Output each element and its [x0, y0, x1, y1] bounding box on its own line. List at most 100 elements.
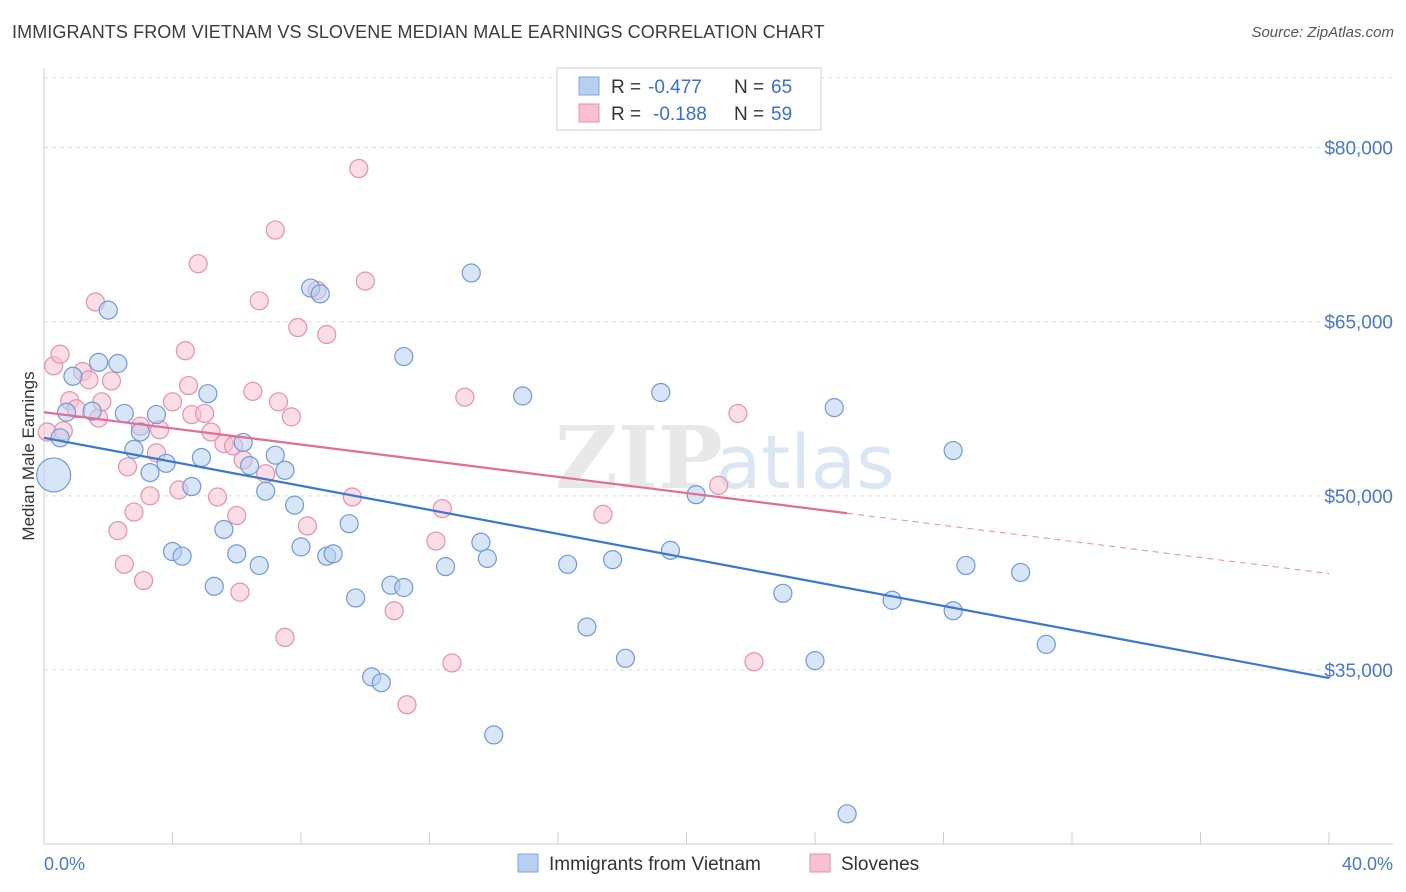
- slovenes-point: [432, 498, 452, 519]
- slovenes-point: [195, 403, 215, 424]
- x-tick-min: 0.0%: [44, 854, 85, 874]
- slovenes-point: [207, 487, 228, 507]
- slovenes-point: [442, 653, 462, 673]
- vietnam-point: [824, 398, 844, 418]
- vietnam-point: [435, 557, 456, 577]
- vietnam-point: [172, 546, 192, 566]
- legend-r-label-2: R =: [611, 104, 641, 125]
- vietnam-point: [956, 555, 976, 576]
- vietnam-point: [461, 263, 481, 283]
- vietnam-point: [140, 463, 160, 483]
- slovenes-point: [268, 392, 289, 412]
- vietnam-point: [275, 460, 295, 480]
- vietnam-point: [615, 648, 636, 668]
- stats-legend: R = -0.477 N = 65 R = -0.188 N = 59: [556, 67, 822, 131]
- y-tick-labels: $80,000 $65,000 $50,000 $35,000: [1324, 139, 1393, 682]
- vietnam-point: [484, 725, 504, 745]
- slovenes-point: [140, 486, 160, 506]
- legend-r-label-1: R =: [611, 77, 641, 98]
- vietnam-point: [603, 550, 623, 570]
- slovenes-point: [117, 457, 138, 477]
- axes: [43, 68, 1393, 845]
- vietnam-point: [50, 428, 70, 448]
- x-tick-max: 40.0%: [1342, 854, 1393, 874]
- slovenes-point: [188, 254, 208, 274]
- vietnam-point: [1036, 634, 1056, 654]
- slovenes-point: [230, 582, 250, 602]
- slovenes-point: [124, 502, 144, 522]
- vietnam-point: [471, 532, 491, 552]
- vietnam-point: [198, 384, 218, 404]
- slovenes-point: [349, 158, 369, 179]
- y-tick-label-1: $65,000: [1324, 313, 1393, 334]
- slovenes-point: [593, 504, 613, 524]
- vietnam-point: [36, 457, 72, 493]
- vietnam-point: [114, 403, 134, 424]
- legend-swatch-blue: [578, 76, 600, 96]
- y-tick-label-2: $50,000: [1324, 487, 1393, 508]
- slovenes-point: [50, 344, 70, 364]
- slovenes-point: [114, 554, 134, 574]
- vietnam-point: [346, 588, 366, 608]
- vietnam-point: [943, 440, 963, 461]
- slovenes-point: [397, 695, 417, 715]
- vietnam-point: [182, 476, 202, 497]
- bottom-swatch-blue: [517, 853, 539, 873]
- slovenes-point: [265, 220, 285, 240]
- legend-series-slovenes: Slovenes: [841, 854, 919, 875]
- vietnam-point: [323, 544, 343, 564]
- vietnam-point: [394, 577, 414, 598]
- vietnam-point: [882, 590, 902, 610]
- vietnam-point: [513, 386, 533, 406]
- legend-series-vietnam: Immigrants from Vietnam: [549, 854, 761, 875]
- vietnam-point: [773, 583, 793, 603]
- vietnam-point: [56, 402, 77, 422]
- slovenes-point: [709, 475, 729, 495]
- vietnam-point: [394, 346, 414, 367]
- vietnam-point: [265, 445, 285, 465]
- legend-n-value-1: 65: [771, 77, 792, 98]
- vietnam-point: [98, 300, 118, 320]
- slovenes-point: [288, 317, 308, 338]
- vietnam-trend-line: [43, 436, 1330, 680]
- slovenes-point: [178, 375, 199, 396]
- vietnam-point: [805, 651, 825, 671]
- slovenes-point: [162, 392, 183, 412]
- slovenes-point: [744, 652, 764, 672]
- vietnam-point: [651, 382, 671, 403]
- slovenes-point: [455, 387, 475, 407]
- vietnam-point: [310, 284, 330, 304]
- vietnam-point: [943, 601, 963, 621]
- vietnam-point: [204, 576, 224, 596]
- y-tick-label-0: $80,000: [1324, 139, 1393, 160]
- slovenes-point: [249, 291, 269, 311]
- y-tick-label-3: $35,000: [1324, 661, 1393, 682]
- legend-swatch-pink: [578, 103, 600, 123]
- vietnam-point: [256, 481, 276, 501]
- slovenes-point: [243, 381, 263, 401]
- slovenes-point: [175, 341, 195, 361]
- vietnam-point: [191, 447, 212, 468]
- slovenes-point: [281, 407, 301, 427]
- chart-source: Source: ZipAtlas.com: [1251, 24, 1394, 41]
- slovenes-point: [227, 505, 247, 526]
- vietnam-point: [156, 453, 176, 473]
- legend-n-label-1: N =: [734, 77, 764, 98]
- slovenes-point: [79, 370, 99, 390]
- legend-box: [556, 67, 822, 131]
- bottom-swatch-pink: [809, 853, 831, 873]
- series-legend: Immigrants from Vietnam Slovenes: [517, 853, 919, 875]
- vietnam-points: [36, 263, 1056, 824]
- legend-n-value-2: 59: [771, 104, 792, 125]
- vietnam-point: [227, 544, 247, 564]
- vietnam-point: [108, 353, 128, 374]
- vietnam-point: [130, 422, 150, 442]
- legend-r-value-2: -0.188: [653, 104, 707, 125]
- slovenes-point: [108, 521, 128, 541]
- slovenes-point: [101, 371, 122, 391]
- slovenes-point: [426, 531, 446, 551]
- vietnam-point: [89, 352, 109, 372]
- slovenes-trend-line: [43, 411, 848, 515]
- vietnam-point: [477, 548, 497, 569]
- slovenes-point: [297, 516, 318, 536]
